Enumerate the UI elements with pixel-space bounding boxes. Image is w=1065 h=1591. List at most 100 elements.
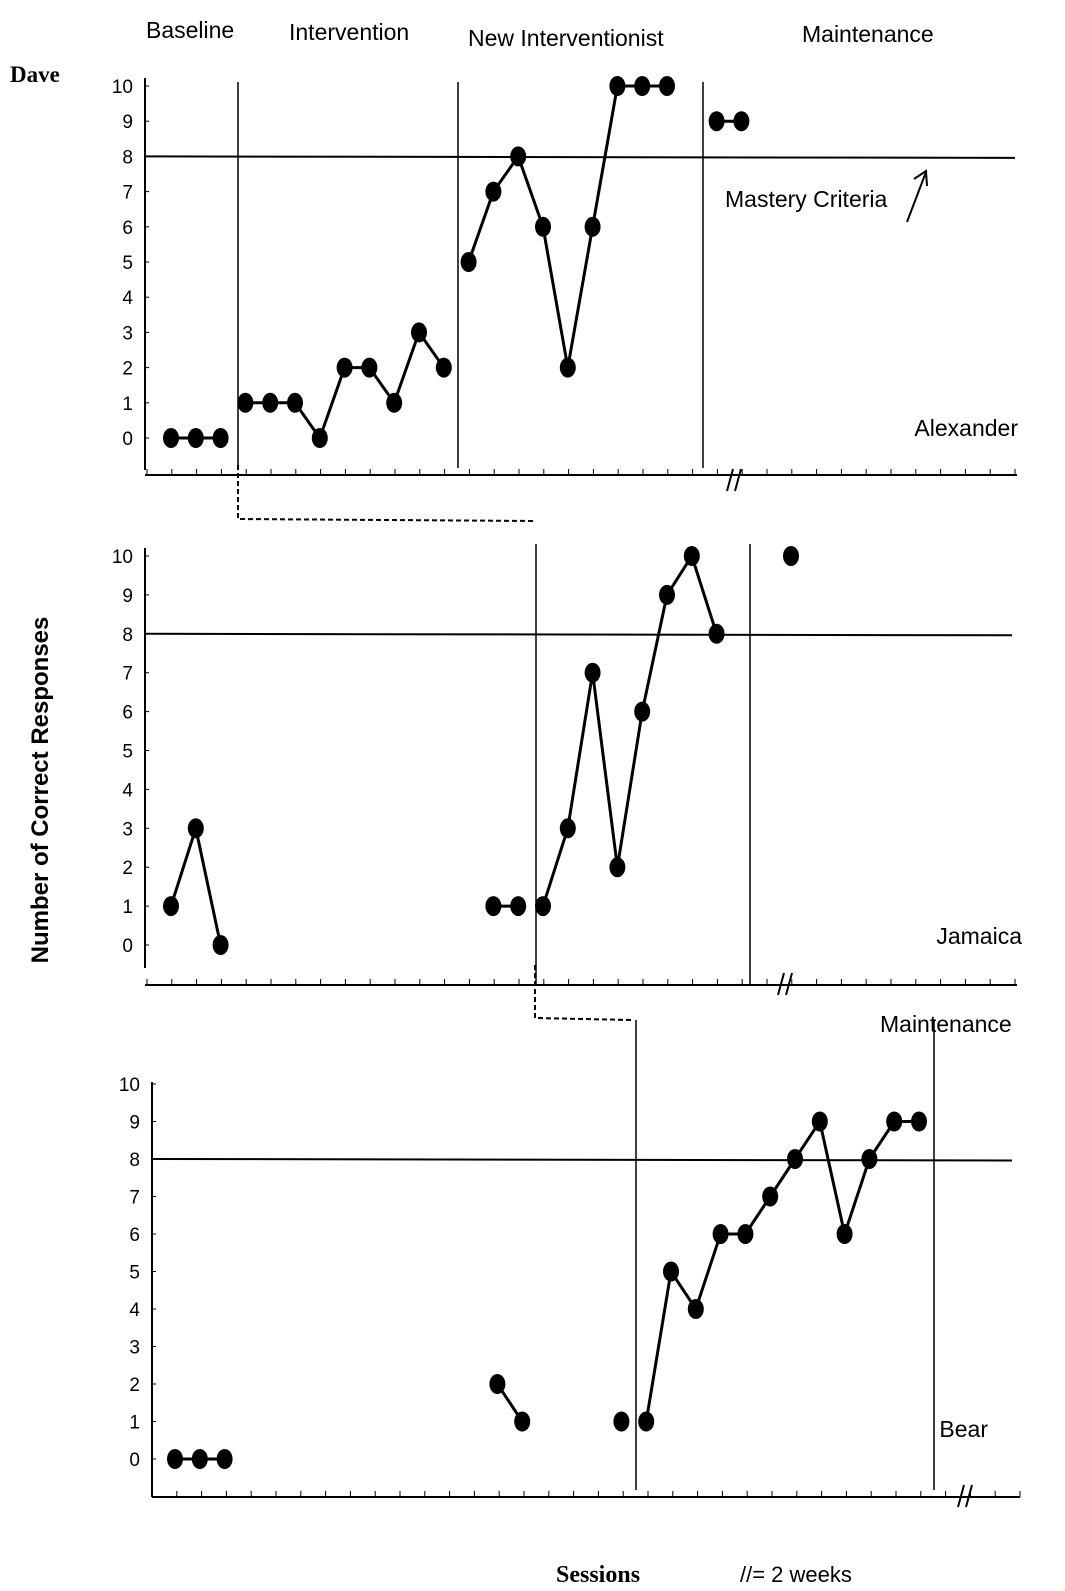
y-tick-label: 6 [129,1225,140,1246]
data-point [787,1149,803,1169]
data-point [311,428,328,448]
y-tick-label: 9 [129,1113,140,1134]
y-tick-label: 5 [122,253,133,274]
y-tick-label: 1 [122,394,133,415]
y-tick-label: 2 [129,1375,140,1396]
phase-step-line-1 [237,465,537,522]
data-point [187,818,204,839]
data-point [435,357,452,378]
data-point [584,216,601,237]
series-line [169,822,223,946]
data-point [638,1411,655,1432]
data-point [212,428,229,448]
data-point [237,392,254,413]
y-tick-label: 8 [122,625,133,646]
data-point [167,1449,183,1469]
phase-label-intervention: Intervention [289,19,409,45]
data-point [287,392,303,413]
axis-break-mark [785,972,793,996]
data-point [783,546,799,566]
series-line [467,84,667,368]
data-point [708,623,725,644]
data-point [811,1111,828,1132]
data-point [163,428,179,448]
y-tick-label: 2 [122,359,133,380]
axis-break-mark [957,1484,965,1508]
phase-step-line-2 [534,965,633,1021]
y-tick-label: 8 [122,147,133,168]
axis-break-mark [777,972,785,996]
data-point [187,428,204,448]
phase-label-maintenance: Maintenance [802,21,934,47]
data-point [861,1149,878,1169]
data-point [212,935,229,955]
data-point [911,1111,927,1132]
y-tick-label: 8 [129,1150,140,1171]
data-point [361,357,378,378]
y-tick-label: 0 [122,429,133,450]
y-tick-label: 10 [112,547,133,568]
series-line [644,1117,919,1422]
data-point [733,111,750,132]
y-tick-label: 4 [122,780,133,801]
y-tick-label: 1 [122,897,133,918]
participant-label-dave: Dave [10,62,60,87]
y-tick-label: 2 [122,858,133,879]
axis-break-mark [726,468,734,492]
data-point [510,896,527,917]
data-point [191,1449,208,1469]
data-point [262,392,279,413]
data-point [510,146,527,167]
data-point [659,76,675,96]
data-point [411,322,427,343]
data-point [687,1299,704,1319]
data-point [584,662,601,683]
data-point [886,1111,903,1132]
y-tick-label: 9 [122,586,133,607]
data-point [659,584,675,605]
data-point [836,1224,853,1244]
mastery-criterion-line [145,632,1013,637]
axis-break-mark [965,1484,973,1508]
data-point [489,1374,506,1394]
panel-jamaica: 0 1 2 3 4 5 6 7 8 9 10 Jamaica [112,544,1022,996]
data-point [514,1411,531,1432]
data-point [460,252,477,272]
data-point [634,76,651,96]
data-point [762,1186,779,1207]
phase-label-new-interventionist: New Interventionist [468,25,664,51]
data-point [485,181,502,202]
data-point [634,701,651,722]
y-tick-label: 3 [122,819,133,840]
data-point [737,1224,754,1244]
mastery-criterion-line [151,1158,1013,1162]
data-point [613,1411,630,1432]
mastery-criterion-line [145,155,1016,159]
y-tick-label: 7 [122,183,133,204]
y-tick-label: 9 [122,112,133,133]
y-tick-label: 10 [112,77,133,98]
y-tick-label: 3 [122,323,133,344]
data-point [535,216,551,237]
y-tick-label: 4 [122,288,133,309]
y-tick-label: 5 [129,1263,140,1284]
y-tick-label: 10 [119,1075,140,1096]
data-point [609,76,626,96]
y-tick-label: 6 [122,218,133,239]
y-tick-label: 7 [122,664,133,685]
data-point [712,1224,729,1244]
break-note: //= 2 weeks [740,1562,852,1587]
y-tick-label: 4 [129,1300,140,1321]
y-tick-label: 1 [129,1413,140,1434]
y-tick-label: 7 [129,1188,140,1209]
y-tick-label: 6 [122,703,133,724]
data-point [708,111,725,132]
y-tick-label: 5 [122,742,133,763]
series-line [541,552,719,907]
axis-break-mark [734,468,742,492]
data-point [336,357,353,378]
data-point [663,1261,679,1282]
panel-bear: 0 1 2 3 4 5 6 7 8 9 10 Bear [119,1020,1021,1508]
participant-name: Bear [939,1416,988,1442]
